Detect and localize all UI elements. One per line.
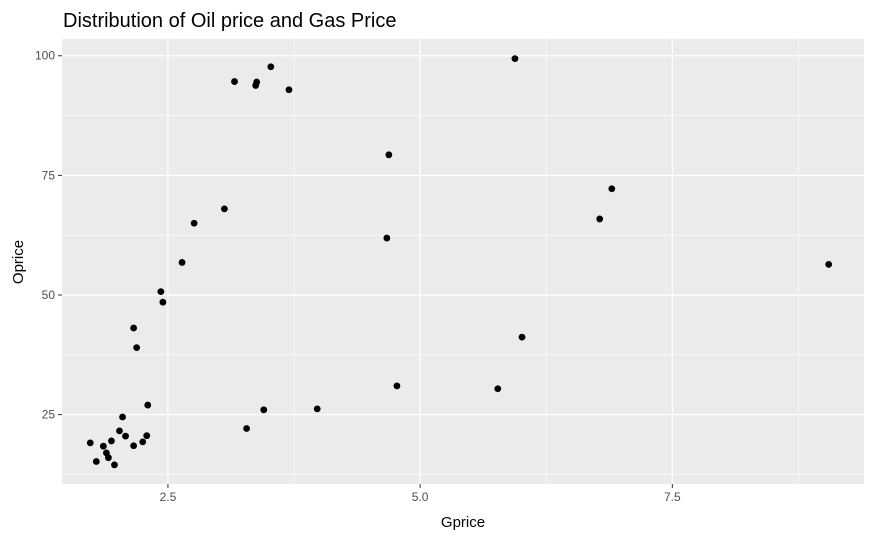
x-axis-title: Gprice — [441, 514, 485, 531]
y-tick-label: 50 — [42, 288, 56, 302]
x-tick-label: 7.5 — [664, 490, 681, 504]
data-point — [253, 78, 261, 86]
data-point — [518, 333, 526, 341]
x-tick-label: 5.0 — [412, 490, 429, 504]
data-point — [243, 425, 251, 432]
data-point — [393, 382, 401, 390]
data-point — [285, 86, 293, 94]
data-point — [596, 215, 604, 223]
data-point — [157, 288, 165, 296]
data-point — [108, 437, 115, 445]
plot-panel — [62, 39, 864, 484]
data-point — [825, 260, 833, 268]
data-point — [221, 205, 228, 213]
data-point — [385, 151, 393, 159]
data-point — [130, 442, 138, 450]
data-point — [159, 298, 167, 306]
data-point — [190, 219, 198, 227]
data-point — [116, 427, 123, 435]
data-point — [92, 458, 100, 465]
data-point — [86, 439, 94, 447]
data-point — [231, 78, 238, 85]
x-axis-ticks: 2.5 5.0 7.5 — [160, 484, 681, 504]
data-point — [383, 234, 391, 242]
y-axis-title: Oprice — [10, 240, 27, 284]
data-points — [86, 55, 833, 469]
data-point — [608, 185, 616, 193]
data-point — [178, 259, 186, 266]
data-point — [133, 344, 141, 352]
data-point — [130, 324, 138, 332]
minor-gridlines — [62, 39, 864, 484]
data-point — [105, 454, 112, 462]
y-axis-ticks: 25 50 75 100 — [35, 49, 62, 422]
chart-title: Distribution of Oil price and Gas Price — [63, 10, 396, 32]
data-point — [511, 55, 519, 63]
data-point — [139, 438, 147, 446]
data-point — [99, 442, 107, 450]
data-point — [267, 63, 275, 71]
x-tick-label: 2.5 — [160, 490, 177, 504]
data-point — [143, 432, 151, 440]
data-point — [313, 405, 321, 413]
y-tick-label: 25 — [42, 408, 56, 422]
major-gridlines — [62, 39, 864, 484]
data-point — [122, 432, 129, 440]
data-point — [119, 413, 126, 421]
data-point — [144, 401, 152, 409]
y-tick-label: 100 — [35, 49, 55, 63]
data-point — [111, 461, 118, 469]
y-tick-label: 75 — [42, 168, 56, 182]
data-point — [494, 385, 502, 393]
data-point — [260, 406, 268, 414]
